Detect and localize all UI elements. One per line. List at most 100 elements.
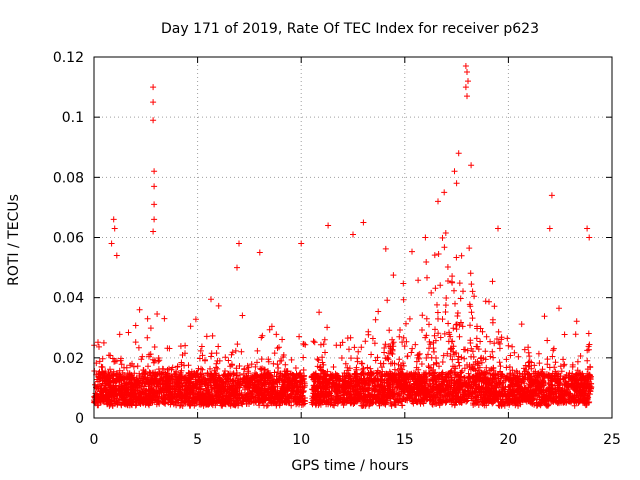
data-point: [280, 352, 287, 358]
data-point: [202, 382, 209, 388]
data-point: [339, 377, 346, 384]
data-point: [444, 391, 451, 398]
data-point: [445, 371, 452, 378]
data-point: [371, 386, 378, 393]
data-point: [326, 376, 333, 383]
data-point: [569, 370, 576, 377]
data-point: [215, 302, 222, 309]
data-point: [167, 401, 174, 408]
data-point: [268, 388, 275, 394]
data-point: [362, 338, 369, 345]
data-point: [503, 356, 510, 363]
data-point: [491, 303, 498, 310]
data-point: [466, 245, 473, 252]
data-point: [371, 340, 378, 347]
data-point: [374, 354, 381, 361]
data-point: [352, 378, 359, 385]
data-point: [437, 334, 444, 341]
data-point: [430, 345, 437, 352]
data-point: [125, 329, 132, 336]
data-point: [541, 399, 548, 406]
data-point: [455, 353, 462, 360]
data-point: [396, 356, 403, 363]
data-point: [186, 398, 193, 404]
data-point: [358, 360, 365, 367]
data-point: [162, 396, 169, 403]
data-point: [244, 362, 251, 369]
data-point: [107, 392, 114, 399]
data-point: [458, 252, 465, 259]
data-point: [274, 345, 281, 352]
data-point: [190, 384, 197, 390]
data-point: [204, 370, 211, 377]
data-point: [213, 360, 220, 367]
data-point: [457, 295, 464, 302]
data-point: [234, 379, 241, 385]
data-point: [452, 300, 458, 307]
data-point: [202, 357, 208, 364]
data-point: [300, 401, 307, 408]
data-point: [551, 397, 558, 404]
data-point: [499, 388, 506, 395]
data-point: [224, 374, 231, 381]
data-point: [478, 359, 485, 366]
data-point: [252, 363, 259, 370]
data-point: [312, 392, 319, 399]
data-point: [319, 391, 326, 398]
data-point: [431, 332, 438, 339]
data-point: [234, 386, 241, 393]
data-point: [113, 391, 120, 398]
data-point: [446, 331, 453, 338]
data-point: [529, 390, 536, 397]
data-point: [489, 278, 496, 285]
data-point: [461, 355, 468, 362]
data-point: [556, 394, 563, 400]
data-point: [544, 361, 551, 368]
data-point: [472, 367, 479, 374]
data-point: [459, 323, 466, 330]
data-point: [426, 321, 432, 328]
data-point: [429, 387, 436, 394]
data-point: [437, 282, 444, 289]
data-point: [146, 402, 152, 409]
data-point: [560, 375, 567, 382]
data-point: [372, 357, 379, 364]
data-point: [471, 293, 478, 300]
data-point: [579, 380, 586, 387]
data-point: [284, 384, 291, 391]
data-point: [397, 381, 404, 388]
data-point: [587, 376, 594, 383]
data-point: [256, 384, 263, 391]
data-point: [146, 379, 153, 386]
data-point: [404, 353, 411, 360]
data-point: [544, 337, 551, 344]
data-point: [487, 353, 494, 360]
data-point: [449, 388, 456, 395]
data-point: [587, 363, 594, 370]
data-point: [531, 362, 538, 369]
data-point: [103, 393, 110, 400]
data-point: [398, 362, 405, 369]
data-point: [302, 341, 309, 348]
data-point: [460, 346, 467, 353]
data-point: [496, 345, 503, 352]
data-point: [573, 318, 580, 325]
data-point: [301, 382, 308, 389]
data-point: [208, 296, 214, 303]
data-point: [199, 352, 206, 359]
data-point: [203, 333, 210, 340]
data-point: [315, 397, 322, 404]
data-point: [430, 366, 437, 373]
data-point: [153, 401, 160, 408]
data-point: [567, 375, 574, 382]
data-point: [300, 341, 307, 348]
data-point: [119, 385, 126, 392]
data-point: [482, 384, 489, 391]
data-point: [400, 296, 407, 303]
data-point: [248, 361, 255, 368]
data-point: [285, 393, 292, 400]
data-point: [464, 347, 471, 354]
data-point: [412, 341, 419, 348]
data-point: [557, 363, 564, 370]
data-point: [572, 385, 579, 391]
